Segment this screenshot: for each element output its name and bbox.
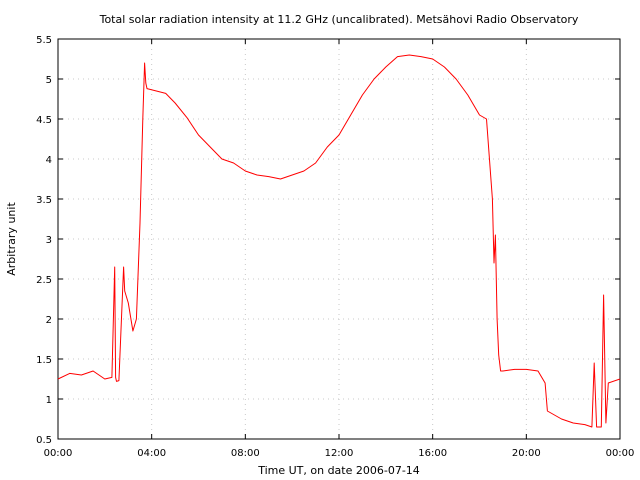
- y-tick-label: 1: [46, 395, 52, 406]
- x-tick-label: 12:00: [325, 448, 354, 459]
- y-tick-label: 4.5: [36, 115, 52, 126]
- x-tick-label: 08:00: [231, 448, 260, 459]
- y-tick-label: 3: [46, 235, 52, 246]
- x-axis-title: Time UT, on date 2006-07-14: [257, 464, 420, 477]
- y-tick-label: 2.5: [36, 275, 52, 286]
- x-tick-label: 00:00: [606, 448, 635, 459]
- y-tick-label: 5.5: [36, 35, 52, 46]
- y-tick-label: 0.5: [36, 435, 52, 446]
- x-tick-label: 16:00: [418, 448, 447, 459]
- x-tick-labels: 00:00 04:00 08:00 12:00 16:00 20:00 00:00: [44, 448, 635, 459]
- y-axis-title: Arbitrary unit: [5, 202, 18, 276]
- ticks: [57, 38, 621, 440]
- x-tick-label: 20:00: [512, 448, 541, 459]
- y-tick-label: 4: [46, 155, 52, 166]
- x-tick-label: 00:00: [44, 448, 73, 459]
- x-tick-label: 04:00: [137, 448, 166, 459]
- grid: [58, 39, 620, 439]
- y-tick-label: 1.5: [36, 355, 52, 366]
- y-tick-label: 5: [46, 75, 52, 86]
- y-tick-label: 2: [46, 315, 52, 326]
- chart-title: Total solar radiation intensity at 11.2 …: [99, 13, 579, 26]
- series-line: [57, 54, 621, 428]
- y-tick-labels: 0.5 1 1.5 2 2.5 3 3.5 4 4.5 5 5.5: [36, 35, 52, 446]
- y-tick-label: 3.5: [36, 195, 52, 206]
